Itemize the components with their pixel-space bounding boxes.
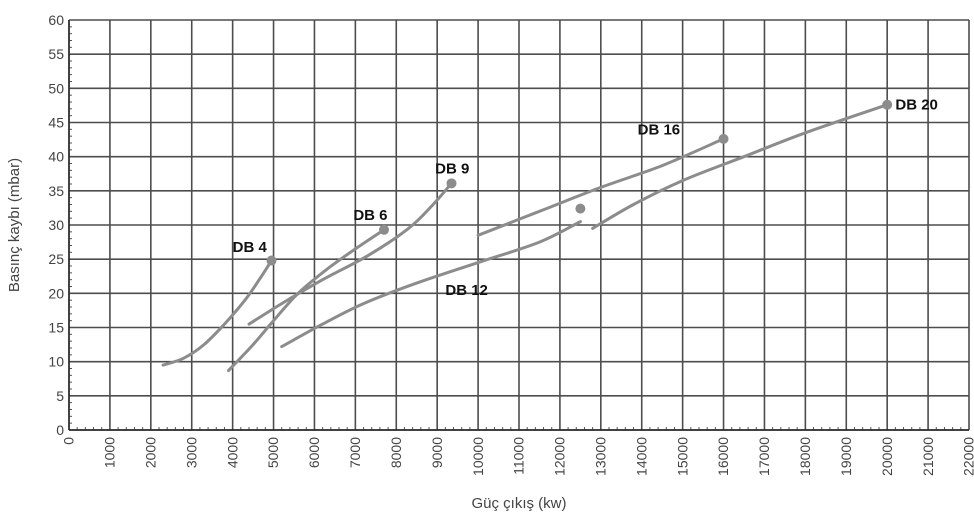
y-tick-label: 30 bbox=[48, 217, 64, 233]
x-tick-label: 7000 bbox=[347, 437, 363, 468]
x-tick-label: 11000 bbox=[511, 437, 527, 475]
x-tick-label: 6000 bbox=[306, 437, 322, 468]
series-line-db-16 bbox=[476, 137, 725, 237]
series-label-db-6: DB 6 bbox=[353, 207, 387, 224]
x-tick-label: 9000 bbox=[429, 437, 445, 468]
x-tick-label: 20000 bbox=[879, 437, 895, 476]
y-tick-label: 10 bbox=[48, 354, 64, 370]
y-tick-label: 15 bbox=[48, 320, 64, 336]
y-tick-label: 45 bbox=[48, 115, 64, 131]
x-tick-label: 5000 bbox=[265, 437, 281, 468]
y-tick-label: 20 bbox=[48, 285, 64, 301]
x-tick-label: 12000 bbox=[552, 437, 568, 476]
x-tick-label: 17000 bbox=[756, 437, 772, 476]
series-label-db-16: DB 16 bbox=[638, 121, 681, 138]
endpoint-marker-db-12 bbox=[575, 203, 586, 214]
x-tick-label: 3000 bbox=[183, 437, 199, 468]
x-axis-title: Güç çıkış (kw) bbox=[471, 495, 566, 512]
x-tick-label: 1000 bbox=[102, 437, 118, 468]
series-lines bbox=[161, 103, 889, 373]
series-label-db-12: DB 12 bbox=[445, 282, 488, 299]
x-tick-label: 15000 bbox=[674, 437, 690, 476]
x-tick-label: 21000 bbox=[920, 437, 936, 476]
y-tick-label: 0 bbox=[56, 422, 64, 438]
series-line-db-4 bbox=[161, 259, 273, 367]
series-line-db-12 bbox=[280, 220, 582, 349]
series-line-db-9 bbox=[247, 181, 453, 326]
endpoint-marker-db-20 bbox=[882, 99, 893, 110]
x-tick-label: 8000 bbox=[388, 437, 404, 468]
y-tick-label: 25 bbox=[48, 251, 64, 267]
x-tick-label: 13000 bbox=[593, 437, 609, 476]
y-tick-label: 50 bbox=[48, 80, 64, 96]
series-label-db-9: DB 9 bbox=[435, 160, 469, 177]
y-axis-title: Basınç kaybı (mbar) bbox=[6, 158, 23, 292]
endpoint-marker-db-16 bbox=[718, 133, 729, 144]
x-tick-label: 4000 bbox=[224, 437, 240, 468]
series-label-db-4: DB 4 bbox=[233, 239, 268, 256]
x-tick-label: 10000 bbox=[470, 437, 486, 476]
axes bbox=[68, 20, 969, 431]
x-tick-label: 14000 bbox=[633, 437, 649, 476]
endpoint-marker-db-4 bbox=[266, 255, 277, 266]
y-tick-labels: 0 5 10 15 20 25 30 35 40 45 50 55 60 bbox=[48, 12, 64, 438]
x-tick-labels: 0 1000 2000 3000 4000 5000 6000 7000 8000 9000 100… bbox=[61, 437, 974, 476]
series-label-db-20: DB 20 bbox=[895, 97, 938, 114]
grid bbox=[68, 19, 970, 431]
y-tick-label: 5 bbox=[56, 388, 64, 404]
series-endpoints bbox=[266, 99, 893, 266]
x-tick-label: 22000 bbox=[961, 437, 974, 476]
endpoint-marker-db-6 bbox=[379, 224, 389, 235]
series-labels: DB 4 DB 6 DB 9 DB 12 DB 16 DB 20 bbox=[233, 97, 938, 299]
x-tick-label: 2000 bbox=[143, 437, 159, 468]
x-tick-label: 16000 bbox=[715, 437, 731, 476]
y-tick-label: 40 bbox=[48, 149, 64, 165]
series-line-db-20 bbox=[591, 103, 889, 230]
y-tick-label: 55 bbox=[48, 46, 64, 62]
endpoint-marker-db-9 bbox=[446, 178, 457, 189]
x-tick-label: 18000 bbox=[797, 437, 813, 476]
x-tick-label: 19000 bbox=[838, 437, 854, 476]
y-tick-label: 60 bbox=[48, 12, 64, 28]
y-tick-label: 35 bbox=[48, 183, 64, 199]
x-tick-label: 0 bbox=[61, 437, 77, 445]
